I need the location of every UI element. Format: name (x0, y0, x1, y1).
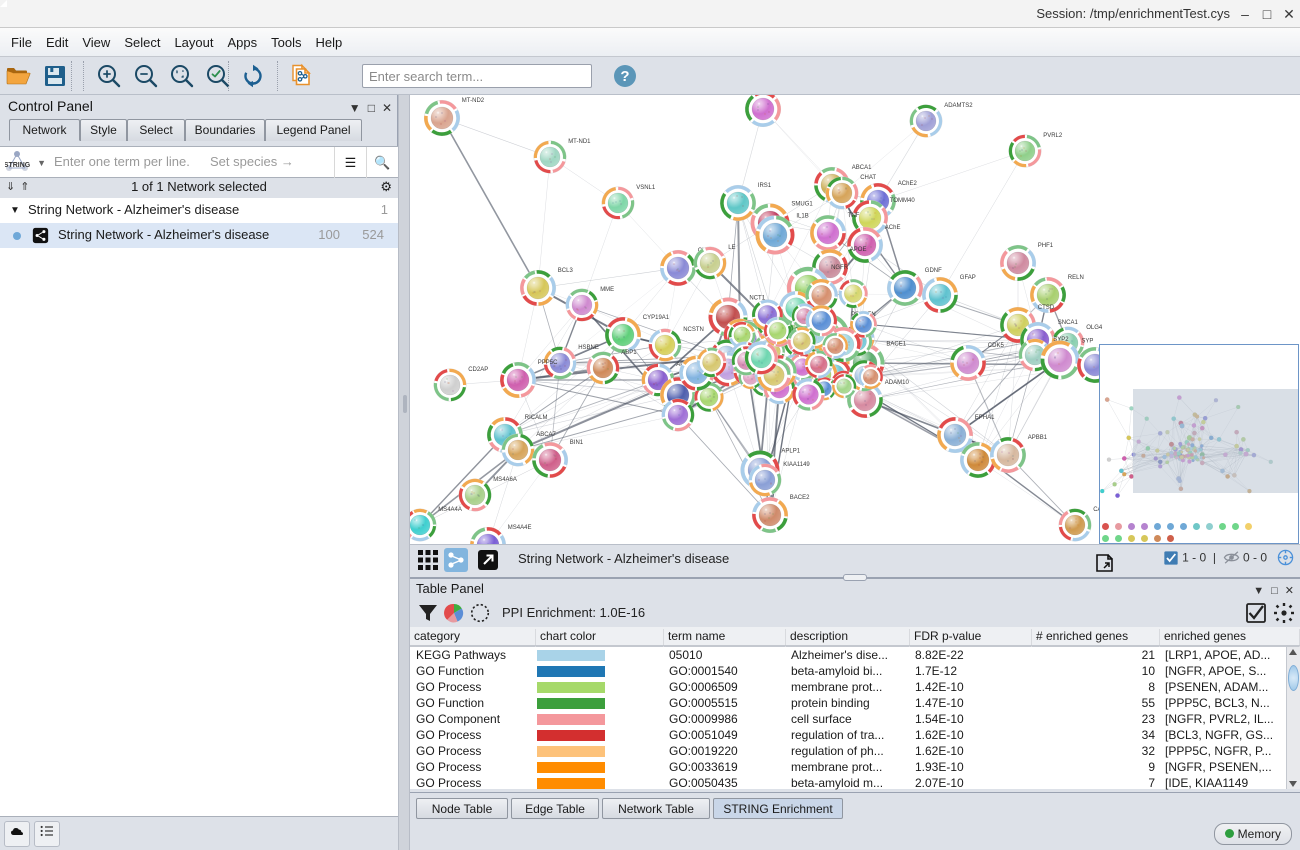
svg-text:RICALM: RICALM (525, 415, 548, 421)
svg-text:AChE2: AChE2 (898, 181, 918, 187)
svg-text:PPP5C: PPP5C (538, 360, 558, 366)
svg-text:HSBNE: HSBNE (578, 345, 599, 351)
svg-text:CD2AP: CD2AP (468, 367, 488, 373)
svg-text:ABCA7: ABCA7 (536, 432, 556, 438)
svg-text:OLG4: OLG4 (1086, 325, 1103, 331)
svg-text:BIN1: BIN1 (570, 440, 584, 446)
svg-text:APBB1: APBB1 (1028, 435, 1048, 441)
svg-text:IL1B: IL1B (796, 214, 808, 220)
svg-text:EPHA1: EPHA1 (975, 415, 995, 421)
svg-text:GFAP: GFAP (960, 275, 976, 281)
svg-text:SMUG1: SMUG1 (791, 202, 813, 208)
svg-text:SYP: SYP (1081, 339, 1093, 345)
svg-text:KIAA1149: KIAA1149 (783, 462, 810, 468)
svg-text:MS4A6A: MS4A6A (493, 477, 517, 483)
svg-text:LE: LE (728, 245, 735, 251)
svg-text:TOMM40: TOMM40 (890, 198, 916, 204)
svg-text:AChE: AChE (885, 225, 901, 231)
svg-text:GDNF: GDNF (925, 268, 942, 274)
svg-text:MT-ND1: MT-ND1 (568, 139, 591, 145)
svg-text:STRING: STRING (5, 162, 31, 169)
svg-text:MS4A4E: MS4A4E (508, 525, 532, 531)
svg-text:APLP1: APLP1 (781, 449, 800, 455)
svg-text:BACE2: BACE2 (790, 495, 810, 501)
svg-text:BCL3: BCL3 (558, 268, 574, 274)
svg-text:MT-ND2: MT-ND2 (462, 98, 485, 104)
svg-text:ABP1: ABP1 (621, 350, 637, 356)
svg-text:CHAT: CHAT (860, 175, 876, 181)
svg-text:ADAM10: ADAM10 (885, 380, 910, 386)
svg-text:ABCA1: ABCA1 (852, 165, 872, 171)
svg-text:RELN: RELN (1068, 275, 1084, 281)
svg-text:NCSTN: NCSTN (683, 327, 704, 333)
svg-text:IRS1: IRS1 (758, 183, 772, 189)
svg-text:NGFR: NGFR (831, 265, 849, 271)
svg-text:MME: MME (600, 287, 614, 293)
svg-text:PHF1: PHF1 (1038, 243, 1054, 249)
svg-text:TNF: TNF (848, 213, 860, 219)
svg-text:?: ? (620, 68, 629, 85)
svg-text:MS4A4A: MS4A4A (438, 507, 462, 513)
svg-text:CDK5: CDK5 (988, 343, 1005, 349)
svg-text:APOE: APOE (850, 247, 867, 253)
svg-text:CYP19A1: CYP19A1 (643, 315, 670, 321)
svg-text:ADAMTS2: ADAMTS2 (944, 103, 973, 109)
svg-text:SNCA1: SNCA1 (1058, 320, 1079, 326)
svg-text:VSNL1: VSNL1 (636, 185, 656, 191)
svg-text:BACE1: BACE1 (886, 342, 906, 348)
svg-text:CTSD: CTSD (1038, 305, 1055, 311)
svg-text:PVRL2: PVRL2 (1043, 133, 1063, 139)
